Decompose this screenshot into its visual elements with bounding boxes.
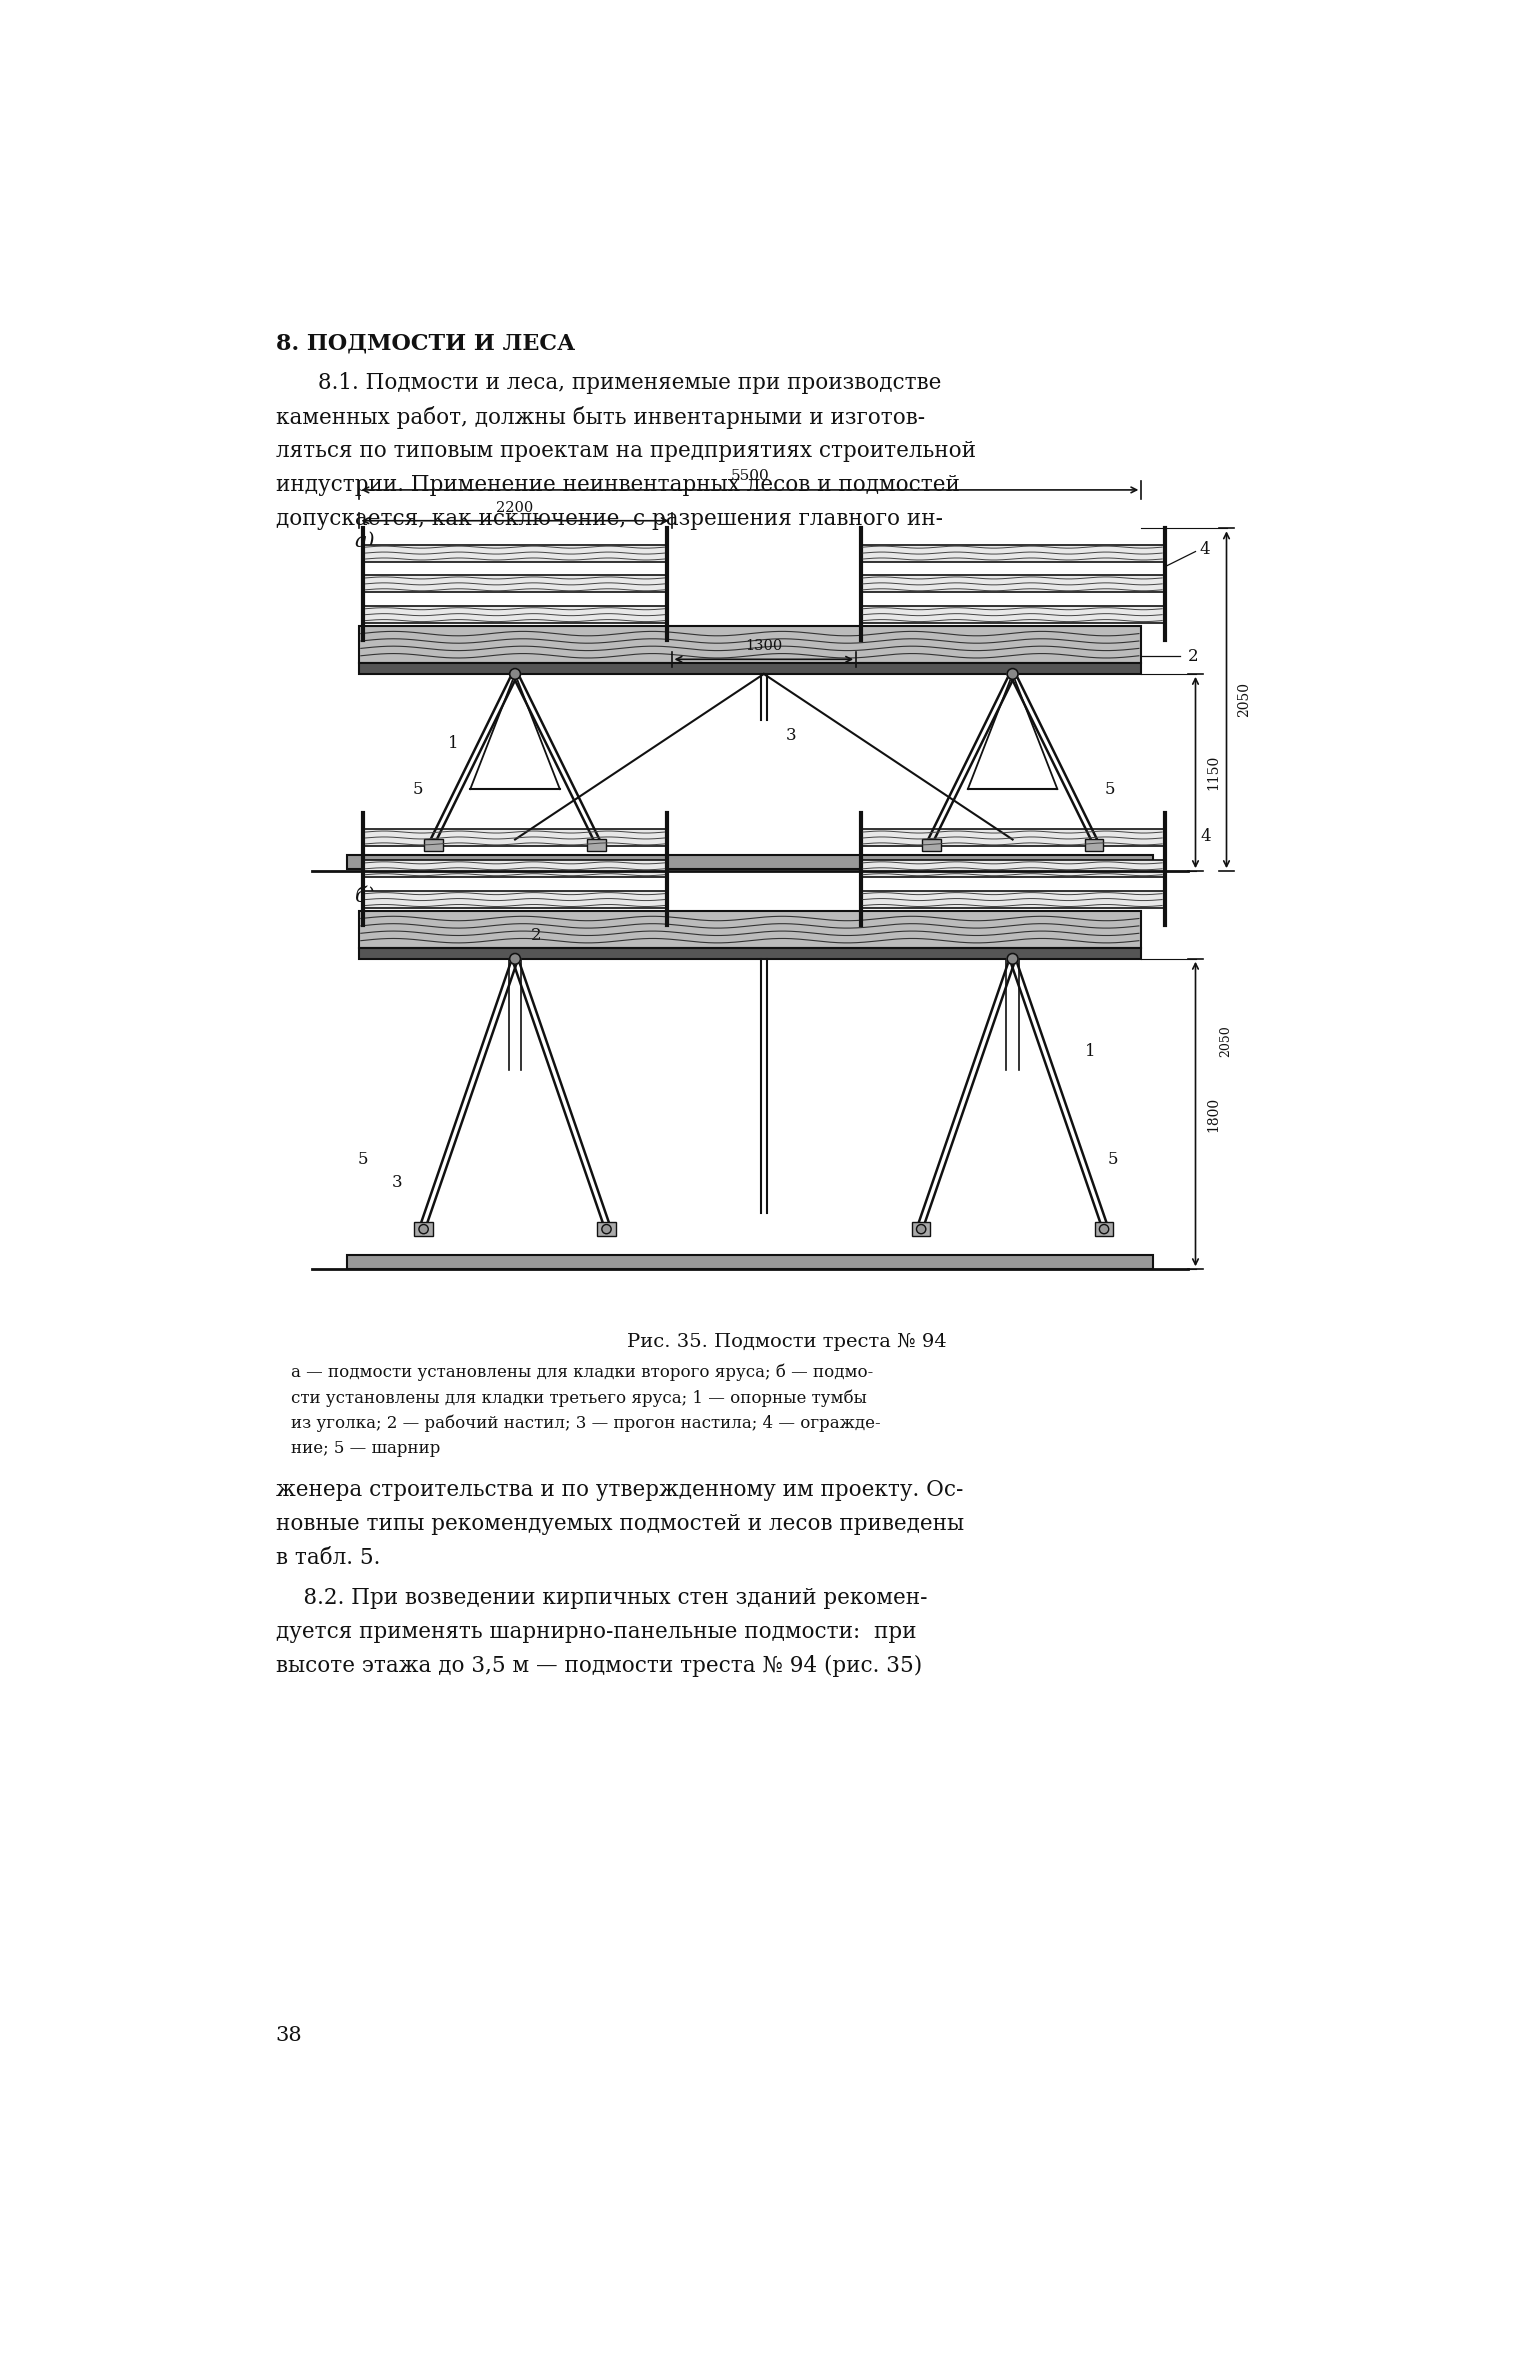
Circle shape — [1007, 952, 1018, 964]
Bar — [1085, 839, 1104, 851]
Text: 4: 4 — [1199, 541, 1210, 558]
Bar — [414, 1222, 433, 1236]
Bar — [364, 860, 666, 877]
Bar — [347, 1255, 1153, 1269]
Circle shape — [602, 1224, 611, 1233]
Text: Рис. 35. Подмости треста № 94: Рис. 35. Подмости треста № 94 — [628, 1333, 947, 1352]
Text: 2050: 2050 — [1219, 1026, 1231, 1056]
Text: 3: 3 — [391, 1174, 402, 1191]
Text: 5: 5 — [358, 1151, 368, 1167]
Bar — [861, 543, 1165, 562]
Text: ляться по типовым проектам на предприятиях строительной: ляться по типовым проектам на предприяти… — [276, 440, 976, 461]
Bar — [923, 839, 941, 851]
Bar — [359, 664, 1141, 673]
Text: 5: 5 — [1104, 780, 1114, 799]
Circle shape — [510, 669, 520, 678]
Text: новные типы рекомендуемых подмостей и лесов приведены: новные типы рекомендуемых подмостей и ле… — [276, 1512, 964, 1536]
Text: женера строительства и по утвержденному им проекту. Ос-: женера строительства и по утвержденному … — [276, 1479, 962, 1501]
Text: ние; 5 — шарнир: ние; 5 — шарнир — [292, 1439, 441, 1458]
Text: 5500: 5500 — [731, 468, 769, 482]
Bar — [364, 607, 666, 624]
Bar — [586, 839, 606, 851]
Text: высоте этажа до 3,5 м — подмости треста № 94 (рис. 35): высоте этажа до 3,5 м — подмости треста … — [276, 1654, 923, 1678]
Text: 2: 2 — [1188, 647, 1199, 664]
Text: 2: 2 — [531, 926, 542, 945]
Bar — [364, 829, 666, 846]
Bar — [364, 574, 666, 593]
Circle shape — [1007, 669, 1018, 678]
Bar — [861, 829, 1165, 846]
Bar — [861, 574, 1165, 593]
Bar — [364, 891, 666, 907]
Text: из уголка; 2 — рабочий настил; 3 — прогон настила; 4 — огражде-: из уголка; 2 — рабочий настил; 3 — прого… — [292, 1415, 881, 1432]
Circle shape — [419, 1224, 428, 1233]
Text: 3: 3 — [786, 728, 797, 744]
Bar — [912, 1222, 930, 1236]
Text: 1800: 1800 — [1207, 1096, 1220, 1132]
Bar — [861, 860, 1165, 877]
Text: 1150: 1150 — [1207, 754, 1220, 789]
Circle shape — [916, 1224, 926, 1233]
Text: 8.2. При возведении кирпичных стен зданий рекомен-: 8.2. При возведении кирпичных стен здани… — [276, 1588, 927, 1609]
Bar — [861, 607, 1165, 624]
Bar — [1094, 1222, 1113, 1236]
Text: 1300: 1300 — [744, 638, 783, 652]
Circle shape — [510, 952, 520, 964]
Text: дуется применять шарнирно-панельные подмости:  при: дуется применять шарнирно-панельные подм… — [276, 1621, 916, 1642]
Text: в табл. 5.: в табл. 5. — [276, 1548, 381, 1569]
Text: 38: 38 — [276, 2025, 302, 2044]
Bar — [597, 1222, 616, 1236]
Text: индустрии. Применение неинвентарных лесов и подмостей: индустрии. Применение неинвентарных лесо… — [276, 473, 959, 496]
Text: 5: 5 — [1108, 1151, 1119, 1167]
Bar — [347, 855, 1153, 870]
Circle shape — [1099, 1224, 1108, 1233]
Bar — [861, 891, 1165, 907]
Text: 5: 5 — [413, 780, 424, 799]
Text: 2050: 2050 — [1237, 683, 1251, 718]
Text: сти установлены для кладки третьего яруса; 1 — опорные тумбы: сти установлены для кладки третьего ярус… — [292, 1389, 867, 1406]
Text: 8. ПОДМОСТИ И ЛЕСА: 8. ПОДМОСТИ И ЛЕСА — [276, 333, 574, 354]
Text: 2200: 2200 — [496, 501, 534, 515]
Bar — [359, 626, 1141, 664]
Text: 1: 1 — [1085, 1042, 1096, 1059]
Text: а — подмости установлены для кладки второго яруса; б — подмо-: а — подмости установлены для кладки втор… — [292, 1363, 873, 1382]
Text: а): а) — [355, 532, 375, 551]
Text: б): б) — [355, 886, 376, 905]
Text: допускается, как исключение, с разрешения главного ин-: допускается, как исключение, с разрешени… — [276, 508, 942, 529]
Text: 8.1. Подмости и леса, применяемые при производстве: 8.1. Подмости и леса, применяемые при пр… — [318, 371, 941, 395]
Bar — [424, 839, 444, 851]
Bar — [359, 948, 1141, 959]
Bar — [364, 543, 666, 562]
Text: 1: 1 — [448, 735, 459, 751]
Text: 4: 4 — [1200, 827, 1211, 846]
Bar — [359, 912, 1141, 948]
Text: каменных работ, должны быть инвентарными и изготов-: каменных работ, должны быть инвентарными… — [276, 406, 924, 430]
